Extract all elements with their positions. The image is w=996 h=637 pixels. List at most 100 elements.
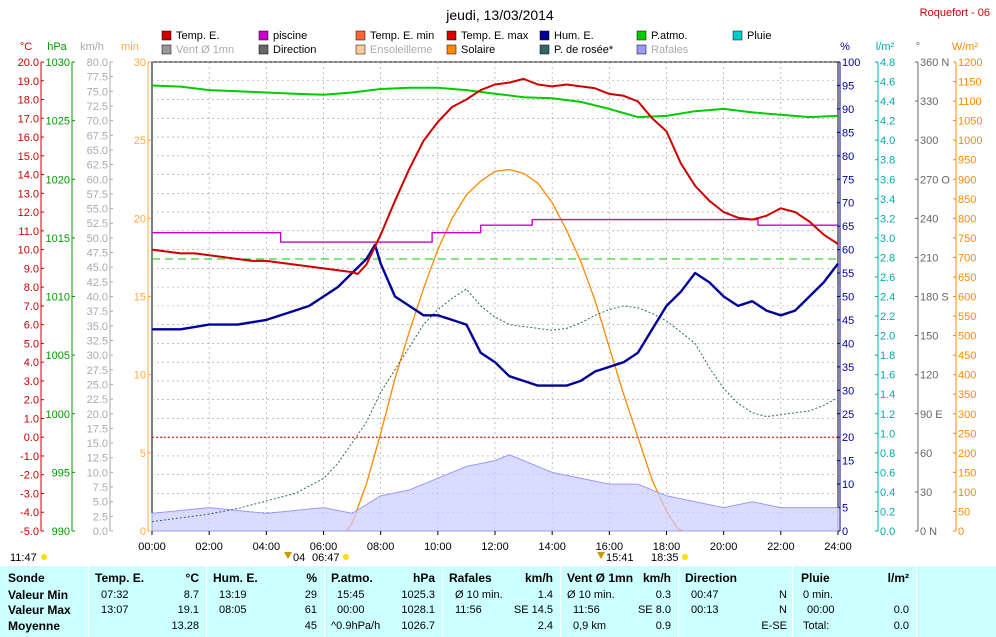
wind-axis-tick-label-13: 47.5	[87, 248, 108, 260]
x-tick-label-6: 12:00	[481, 541, 509, 553]
hum-avg-value: 45	[304, 620, 317, 632]
legend-swatch-6	[732, 30, 743, 41]
temp-axis-tick-label-20: 0.0	[24, 432, 39, 444]
summary-header-gust: Rafales	[449, 571, 492, 585]
rain-axis-tick-label-16: 1.6	[880, 370, 895, 382]
wind-axis-tick-label-10: 55.0	[87, 204, 108, 216]
row-label-avg: Moyenne	[8, 619, 61, 633]
series-temp-e	[151, 77, 839, 275]
min-axis-tick-label-5: 5	[140, 448, 146, 460]
wind-axis-tick-label-15: 42.5	[87, 277, 108, 289]
dir-max-time: 00:13	[691, 604, 719, 616]
wind-axis-tick-label-25: 17.5	[87, 423, 108, 435]
series-rafales	[151, 454, 839, 532]
hum-axis-tick-label-1: 95	[842, 80, 854, 92]
x-tick-label-12: 24:00	[824, 541, 852, 553]
hum-axis-tick-label-14: 30	[842, 385, 854, 397]
temp-axis-tick-label-0: 20.0	[18, 57, 39, 69]
hum-axis-tick-label-4: 80	[842, 151, 854, 163]
legend-swatch-9	[355, 44, 366, 55]
hum-min-value: 29	[304, 589, 317, 601]
wind-axis-tick-label-22: 25.0	[87, 379, 108, 391]
legend-swatch-1	[258, 30, 269, 41]
solar-axis-tick-label-0: 1200	[958, 57, 982, 69]
solar-axis-tick-label-23: 50	[958, 506, 970, 518]
summary-col-sonde: Sonde Valeur Min Valeur Max Moyenne	[0, 566, 88, 637]
temp-axis-tick-label-23: -3.0	[20, 488, 39, 500]
summary-unit-gust: km/h	[524, 571, 553, 585]
summary-unit-press: hPa	[412, 571, 435, 585]
summary-col-gust: Rafales km/h Ø 10 min. 1.4 11:56 SE 14.5…	[442, 566, 561, 637]
dir-axis-tick-label-8: 120	[920, 370, 938, 382]
legend-label-9: Ensoleilleme	[370, 44, 432, 56]
hum-axis-tick-label-17: 15	[842, 456, 854, 468]
solar-axis-tick-label-11: 650	[958, 272, 976, 284]
wind-axis-tick-label-4: 70.0	[87, 116, 108, 128]
legend-label-4: Hum. E.	[554, 30, 594, 42]
unit-press: hPa	[47, 41, 67, 53]
press-avg-value: 1026.7	[401, 620, 435, 632]
moonrise-icon	[284, 552, 292, 559]
solar-axis-tick-label-9: 750	[958, 233, 976, 245]
solar-axis-tick-label-4: 1000	[958, 135, 982, 147]
min-axis-tick-label-6: 0	[140, 526, 146, 538]
rain-axis-tick-label-18: 1.2	[880, 409, 895, 421]
press-min-value: 1025.3	[401, 589, 435, 601]
rain-axis-tick-label-1: 4.6	[880, 77, 895, 89]
solar-axis-tick-label-6: 900	[958, 174, 976, 186]
series-layer	[151, 77, 839, 532]
rain-axis-tick-label-11: 2.6	[880, 272, 895, 284]
rain-axis-tick-label-7: 3.4	[880, 194, 895, 206]
min-axis-tick-label-1: 25	[134, 135, 146, 147]
row-label-min: Valeur Min	[8, 588, 69, 602]
hum-axis-tick-label-19: 5	[842, 503, 848, 515]
press-trend: ^0.9hPa/h	[331, 620, 381, 632]
solar-axis-tick-label-18: 300	[958, 409, 976, 421]
rain-axis-tick-label-17: 1.4	[880, 389, 895, 401]
hum-axis-tick-label-12: 40	[842, 338, 854, 350]
summary-col-hum: Hum. E. % 13:19 29 08:05 61 45	[206, 566, 325, 637]
x-tick-label-7: 14:00	[538, 541, 566, 553]
dir-max-value: N	[779, 604, 787, 616]
dir-min-time: 00:47	[691, 589, 719, 601]
rain-axis-tick-label-22: 0.4	[880, 487, 895, 499]
wind-axis-tick-label-6: 65.0	[87, 145, 108, 157]
hum-axis-tick-label-18: 10	[842, 479, 854, 491]
hum-max-time: 08:05	[219, 604, 247, 616]
x-tick-label-11: 22:00	[767, 541, 795, 553]
solar-noon-time: 15:41	[606, 552, 634, 564]
unit-rain: l/m²	[876, 41, 895, 53]
rain-axis-tick-label-24: 0.0	[880, 526, 895, 538]
dir-min-value: N	[779, 589, 787, 601]
press-axis-tick-label-5: 1005	[46, 350, 70, 362]
press-axis-tick-label-2: 1020	[46, 174, 70, 186]
wind-axis-tick-label-31: 2.5	[93, 511, 108, 523]
hum-axis-tick-label-2: 90	[842, 104, 854, 116]
hum-axis-tick-label-3: 85	[842, 127, 854, 139]
temp-avg-value: 13.28	[171, 620, 199, 632]
summary-unit-temp: °C	[185, 571, 199, 585]
solar-axis-tick-label-17: 350	[958, 389, 976, 401]
series-solaire	[345, 168, 684, 532]
hum-axis-tick-label-15: 25	[842, 409, 854, 421]
solar-axis-tick-label-12: 600	[958, 292, 976, 304]
solar-axis-tick-label-3: 1050	[958, 116, 982, 128]
wind-axis-tick-label-20: 30.0	[87, 350, 108, 362]
wind-axis-tick-label-27: 12.5	[87, 453, 108, 465]
summary-table: Sonde Valeur Min Valeur Max Moyenne Temp…	[0, 566, 996, 637]
wind-axis-tick-label-11: 52.5	[87, 218, 108, 230]
gust-avg-value: 2.4	[537, 620, 553, 632]
hum-axis-tick-label-8: 60	[842, 245, 854, 257]
legend-swatch-8	[258, 44, 269, 55]
press-axis-tick-label-0: 1030	[46, 57, 70, 69]
x-tick-label-2: 04:00	[253, 541, 281, 553]
rain-axis-tick-label-3: 4.2	[880, 116, 895, 128]
summary-header-press: P.atmo.	[331, 571, 373, 585]
press-axis-tick-label-8: 990	[52, 526, 70, 538]
rain-axis-tick-label-20: 0.8	[880, 448, 895, 460]
legend-swatch-11	[539, 44, 550, 55]
temp-axis-tick-label-15: 5.0	[24, 338, 39, 350]
legend-label-1: piscine	[273, 30, 307, 42]
rain-max-value: 0.0	[893, 604, 909, 616]
legend-swatch-12	[636, 44, 647, 55]
